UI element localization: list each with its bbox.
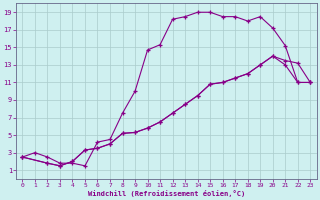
X-axis label: Windchill (Refroidissement éolien,°C): Windchill (Refroidissement éolien,°C) <box>88 190 245 197</box>
